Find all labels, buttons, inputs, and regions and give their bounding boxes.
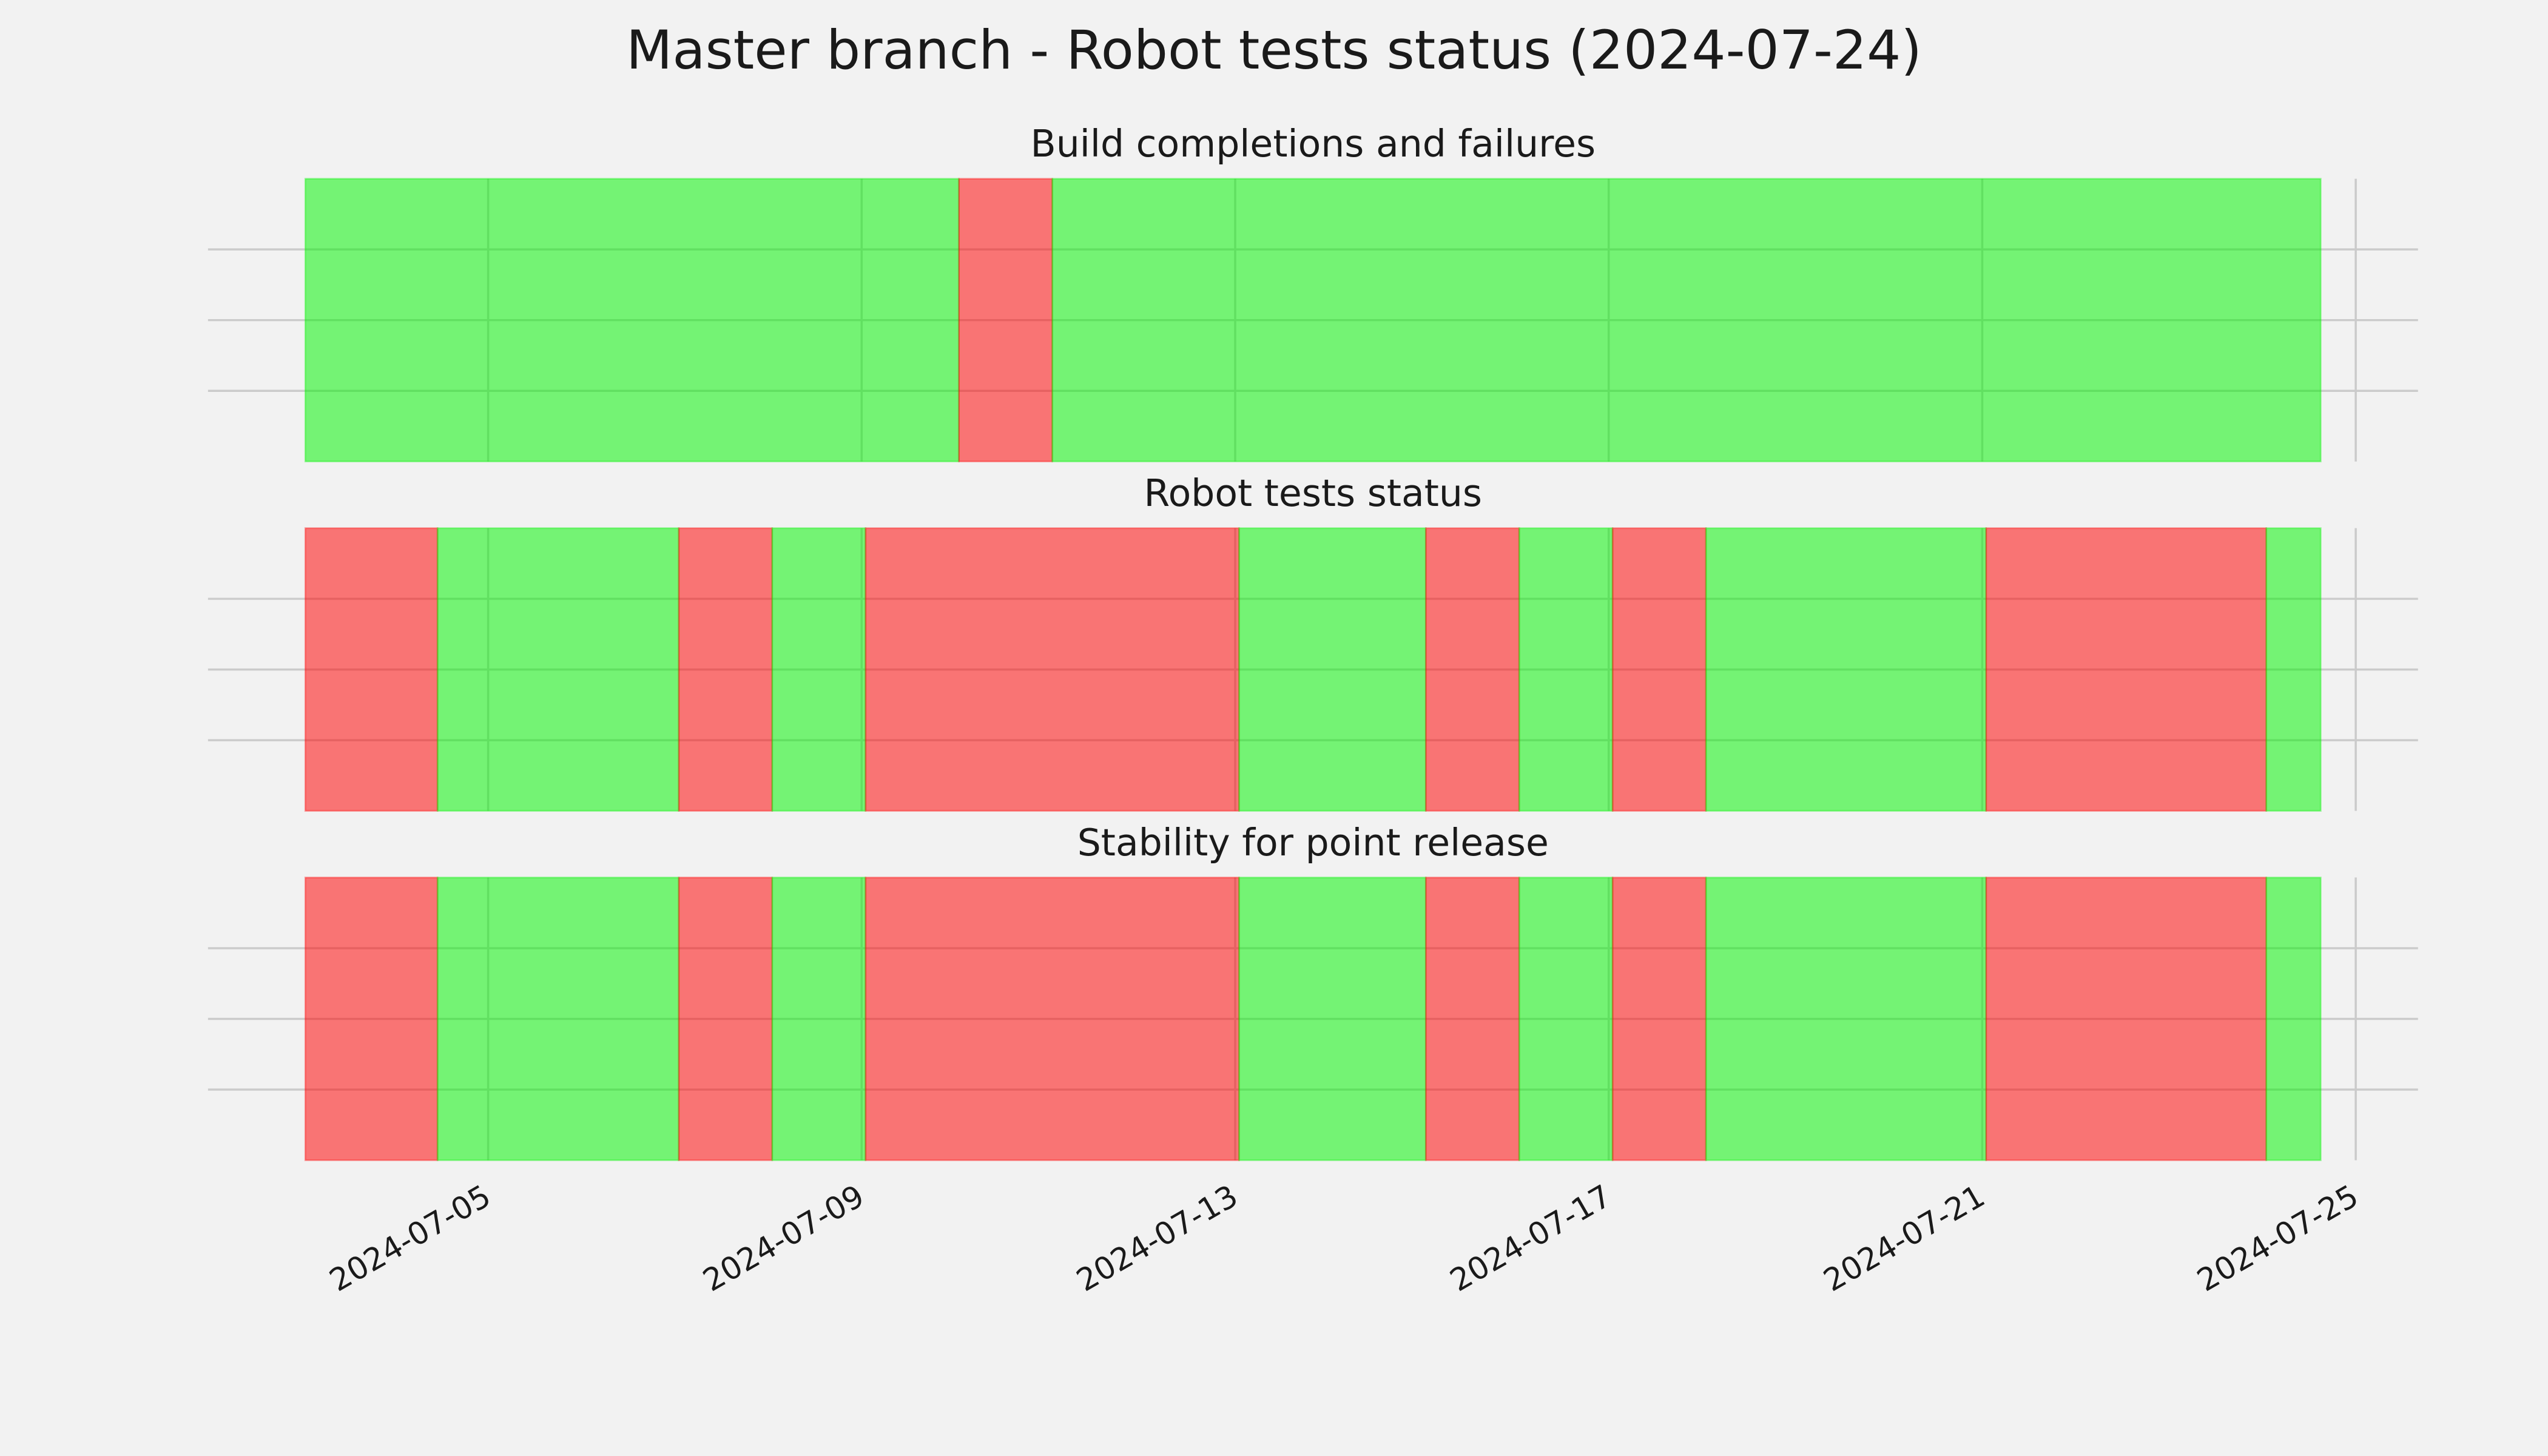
status-segment bbox=[304, 527, 439, 812]
status-segment bbox=[2265, 527, 2322, 812]
status-segment bbox=[1611, 877, 1707, 1161]
status-segment bbox=[771, 527, 867, 812]
status-segment bbox=[864, 877, 1240, 1161]
status-segment bbox=[1051, 178, 2322, 463]
status-segment bbox=[436, 527, 680, 812]
status-segment bbox=[1611, 527, 1707, 812]
status-segment bbox=[678, 527, 774, 812]
status-segment bbox=[1705, 527, 1987, 812]
panel-title: Robot tests status bbox=[1144, 471, 1482, 515]
status-segment bbox=[1985, 527, 2267, 812]
status-segment bbox=[1424, 877, 1520, 1161]
status-segment bbox=[958, 178, 1053, 463]
status-segment bbox=[1238, 877, 1427, 1161]
status-segment bbox=[436, 877, 680, 1161]
panel-title: Build completions and failures bbox=[1030, 122, 1596, 166]
status-segment bbox=[1518, 527, 1614, 812]
status-segment bbox=[304, 877, 439, 1161]
status-segment bbox=[1518, 877, 1614, 1161]
status-segment bbox=[304, 178, 960, 463]
status-segment bbox=[1705, 877, 1987, 1161]
status-segment bbox=[864, 527, 1240, 812]
status-segment bbox=[1424, 527, 1520, 812]
status-segment bbox=[1238, 527, 1427, 812]
status-segment bbox=[771, 877, 867, 1161]
status-segment bbox=[678, 877, 774, 1161]
status-segment bbox=[1985, 877, 2267, 1161]
status-segment bbox=[2265, 877, 2322, 1161]
chart-title: Master branch - Robot tests status (2024… bbox=[626, 19, 1922, 81]
panel-title: Stability for point release bbox=[1077, 821, 1549, 864]
